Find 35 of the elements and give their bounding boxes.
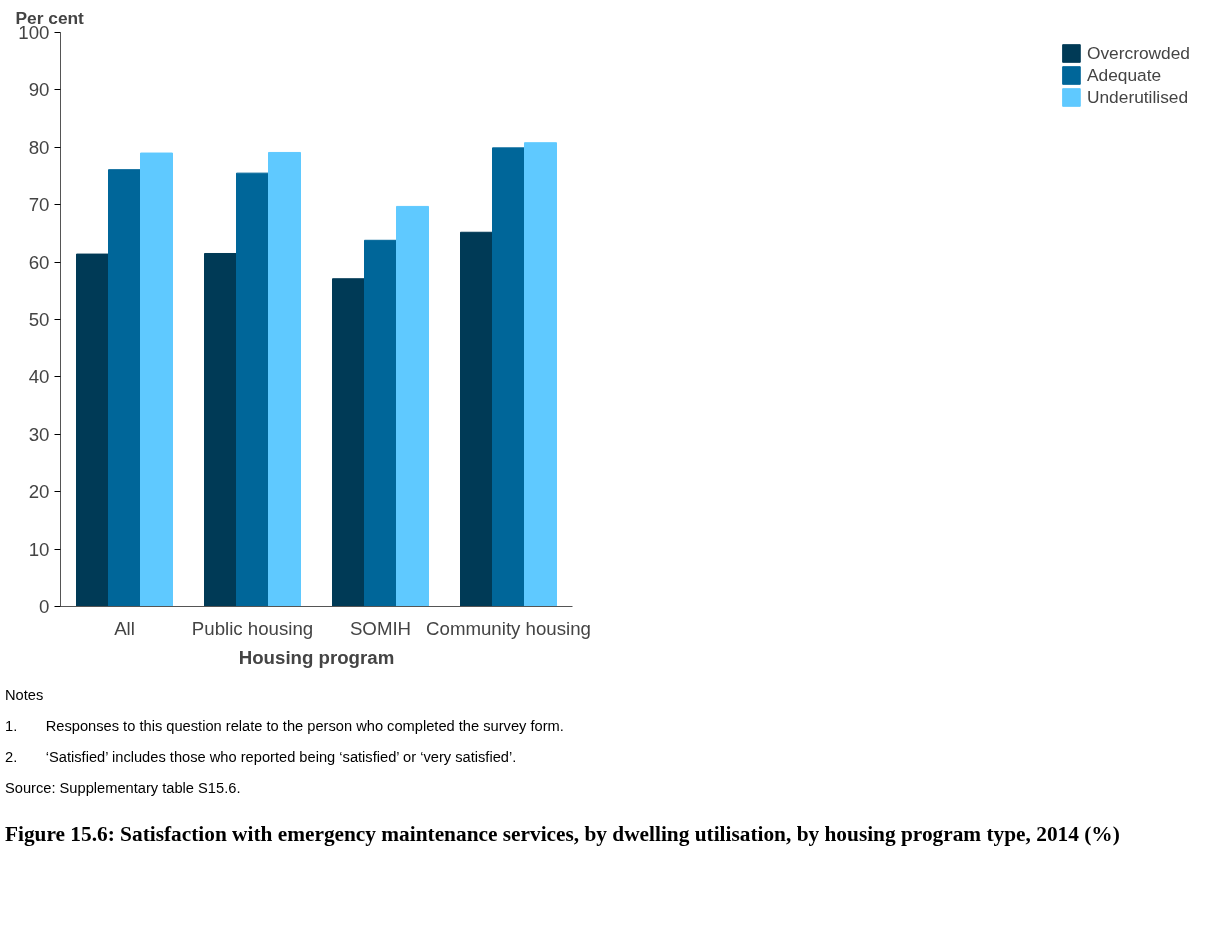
y-tick-label: 90 [28,79,50,101]
x-tick-label: Community housing [426,617,591,639]
y-tick-label: 20 [28,481,50,503]
y-tick-label: 40 [28,366,50,388]
x-tick-label: Public housing [191,617,314,639]
bar [204,252,237,607]
y-tick-label: 10 [28,538,50,560]
bar [236,172,269,607]
x-tick-label: SOMIH [349,617,412,639]
bar [108,169,141,607]
bar [460,231,493,607]
text: 1. Responses to this question relate to the person who completed the survey form. [5,716,564,736]
y-tick-label: 50 [28,309,50,330]
bar [268,151,301,607]
bar [76,253,109,607]
bar [492,147,525,607]
x-axis-title: Housing program [238,646,395,668]
bar [396,205,429,607]
text: Figure 15.6: Satisfaction with emergency maintenance services, by dwelling utilisation, by housing program type, 2014 (%) [5,820,1120,848]
legend-label: Adequate [1086,64,1162,86]
legend-label: Overcrowded [1086,42,1190,64]
bar [332,278,365,607]
legend-label: Underutilised [1086,86,1189,108]
bar [524,142,557,607]
bar [364,239,397,607]
y-tick-label: 70 [28,194,50,216]
y-tick-label: 0 [39,596,50,617]
y-tick-label: 30 [28,423,50,445]
y-tick-label: 80 [28,136,50,158]
y-tick-label: 60 [28,251,50,273]
text: Notes [5,686,45,705]
bar [140,152,173,607]
text: 2. ‘Satisfied’ includes those who reported being ‘satisfied’ or ‘very satisfied’. [5,747,518,767]
source-note: Source: Supplementary table S15.6. [5,778,242,798]
x-tick-label: All [114,617,135,639]
